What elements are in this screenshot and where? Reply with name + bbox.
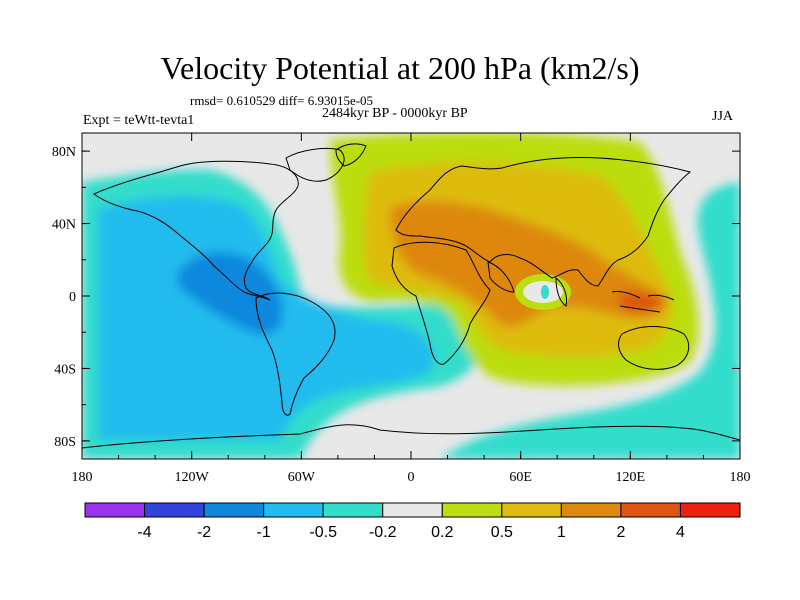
colorbar-swatch <box>441 502 503 518</box>
x-tick-label: 60W <box>288 470 316 485</box>
colorbar-label: 0.5 <box>491 524 513 541</box>
x-tick-label: 120W <box>175 470 210 485</box>
stats-text: rmsd= 0.610529 diff= 6.93015e-05 <box>190 93 374 108</box>
contour-arabian-core <box>541 285 549 299</box>
colorbar-label: -0.5 <box>309 524 337 541</box>
contour-orange <box>390 201 670 327</box>
y-tick-label: 80N <box>52 145 76 160</box>
colorbar-label: 1 <box>557 524 566 541</box>
colorbar-swatch <box>263 502 324 518</box>
x-tick-label: 120E <box>616 470 646 485</box>
colorbar-swatch <box>679 502 741 518</box>
x-tick-label: 60E <box>509 470 532 485</box>
y-tick-label: 40S <box>54 362 76 377</box>
colorbar-label: 4 <box>676 524 685 541</box>
colorbar-swatch <box>501 502 562 518</box>
colorbar-swatch <box>144 502 205 518</box>
colorbar-swatch <box>322 502 384 518</box>
x-tick-label: 180 <box>730 470 751 485</box>
y-tick-label: 0 <box>69 290 76 305</box>
chart-title: Velocity Potential at 200 hPa (km2/s) <box>160 50 640 86</box>
colorbar-label: -1 <box>257 524 271 541</box>
x-tick-label: 0 <box>408 470 415 485</box>
experiment-label: Expt = teWtt-tevta1 <box>83 113 195 128</box>
colorbar-swatch <box>382 502 443 518</box>
season-label: JJA <box>712 109 734 124</box>
period-text: 2484kyr BP - 0000kyr BP <box>322 106 468 121</box>
contour-blue-south <box>149 342 211 375</box>
y-tick-label: 80S <box>54 435 76 450</box>
colorbar: -4 -2 -1 -0.5 -0.2 0.2 0.5 1 2 4 <box>84 502 741 541</box>
colorbar-swatch <box>560 502 622 518</box>
contour-teal-east <box>440 182 740 459</box>
y-tick-label: 40N <box>52 218 76 233</box>
y-axis: 80N 40N 0 40S 80S <box>52 145 740 450</box>
colorbar-swatch <box>84 502 146 518</box>
coastlines <box>82 143 740 449</box>
colorbar-label: -0.2 <box>369 524 397 541</box>
colorbar-label: -4 <box>137 524 151 541</box>
x-tick-label: 180 <box>72 470 93 485</box>
contour-orange-warmpool <box>618 292 664 312</box>
colorbar-swatch <box>620 502 681 518</box>
colorbar-swatch <box>203 502 265 518</box>
contour-blue <box>178 251 283 335</box>
colorbar-label: 0.2 <box>431 524 453 541</box>
colorbar-label: 2 <box>616 524 625 541</box>
colorbar-label: -2 <box>197 524 211 541</box>
x-axis: 180 120W 60W 0 60E 120E 180 <box>72 133 751 485</box>
contour-field <box>82 133 740 459</box>
